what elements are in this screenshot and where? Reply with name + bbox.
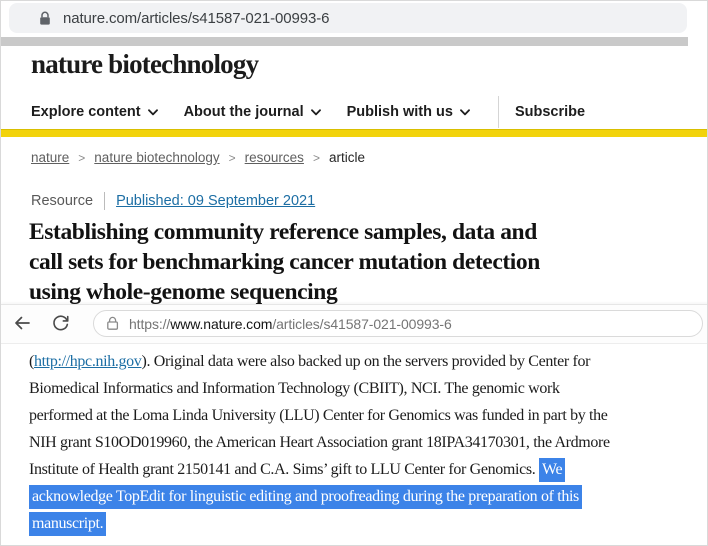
text-line: Biomedical Informatics and Information T… bbox=[29, 375, 689, 402]
url-scheme: https:// bbox=[129, 315, 171, 332]
chevron-down-icon bbox=[310, 108, 321, 116]
main-nav: Explore content About the journal Publish … bbox=[31, 96, 586, 128]
refresh-button[interactable] bbox=[49, 314, 71, 336]
lock-icon bbox=[39, 11, 51, 26]
nav-divider bbox=[497, 96, 499, 128]
meta-divider bbox=[104, 192, 106, 210]
published-date-link[interactable]: Published: 09 September 2021 bbox=[116, 193, 316, 209]
article-type-label: Resource bbox=[31, 193, 94, 209]
address-url[interactable]: nature.com/articles/s41587-021-00993-6 bbox=[63, 9, 330, 27]
breadcrumb-item-article: article bbox=[328, 150, 365, 165]
overlay-address-url[interactable]: https://www.nature.com/articles/s41587-0… bbox=[129, 316, 452, 332]
nav-item-about-the-journal[interactable]: About the journal bbox=[184, 104, 321, 120]
journal-logo[interactable]: nature biotechnology bbox=[31, 49, 259, 79]
article-title: Establishing community reference samples… bbox=[29, 217, 540, 307]
breadcrumb-item-resources[interactable]: resources bbox=[244, 150, 304, 165]
acknowledgements-text: (http://hpc.nih.gov). Original data were… bbox=[1, 344, 707, 537]
breadcrumb-item-nature[interactable]: nature bbox=[31, 150, 70, 165]
text-line: acknowledge TopEdit for linguistic editi… bbox=[29, 483, 689, 510]
text-line: performed at the Loma Linda University (… bbox=[29, 402, 689, 429]
text-segment: ). Original data were also backed up on … bbox=[141, 353, 591, 370]
inline-link[interactable]: http://hpc.nih.gov bbox=[33, 353, 142, 370]
nav-item-explore-content[interactable]: Explore content bbox=[31, 104, 158, 120]
overlay-address-bar[interactable]: https://www.nature.com/articles/s41587-0… bbox=[93, 310, 703, 337]
back-button[interactable] bbox=[11, 314, 33, 336]
nav-item-label: About the journal bbox=[183, 104, 304, 120]
text-line: NIH grant S10OD019960, the American Hear… bbox=[29, 429, 689, 456]
article-title-line: Establishing community reference samples… bbox=[29, 219, 537, 245]
breadcrumb-separator: > bbox=[228, 150, 236, 165]
chevron-down-icon bbox=[147, 108, 158, 116]
nav-item-label: Explore content bbox=[31, 104, 141, 120]
text-segment: NIH grant S10OD019960, the American Hear… bbox=[29, 434, 610, 451]
url-domain: www.nature.com bbox=[170, 315, 273, 332]
back-arrow-icon bbox=[12, 313, 32, 338]
nav-item-publish-with-us[interactable]: Publish with us bbox=[347, 104, 470, 120]
highlighted-text: acknowledge TopEdit for linguistic editi… bbox=[29, 485, 582, 509]
window-edge-strip bbox=[1, 37, 688, 46]
article-meta: Resource Published: 09 September 2021 bbox=[31, 192, 315, 210]
highlighted-text: We bbox=[539, 458, 566, 482]
subscribe-link[interactable]: Subscribe bbox=[514, 104, 586, 120]
breadcrumb: nature > nature biotechnology > resources > ar… bbox=[31, 150, 365, 165]
main-nav-items: Explore content About the journal Publish … bbox=[31, 104, 496, 120]
text-segment: Institute of Health grant 2150141 and C.… bbox=[29, 461, 540, 478]
overlay-browser-window: https://www.nature.com/articles/s41587-0… bbox=[1, 304, 707, 545]
url-path: /articles/s41587-021-00993-6 bbox=[272, 315, 452, 332]
article-title-line: call sets for benchmarking cancer mutati… bbox=[29, 249, 540, 275]
highlighted-text: manuscript. bbox=[29, 512, 107, 536]
breadcrumb-separator: > bbox=[312, 150, 320, 165]
text-segment: performed at the Loma Linda University (… bbox=[29, 407, 608, 424]
text-segment: Biomedical Informatics and Information T… bbox=[29, 380, 560, 397]
refresh-icon bbox=[51, 313, 70, 337]
text-segment: ( bbox=[29, 353, 34, 370]
overlay-toolbar: https://www.nature.com/articles/s41587-0… bbox=[1, 305, 707, 344]
chevron-down-icon bbox=[460, 108, 470, 116]
article-title-line: using whole-genome sequencing bbox=[29, 279, 338, 305]
nav-item-label: Publish with us bbox=[346, 104, 453, 120]
text-line: Institute of Health grant 2150141 and C.… bbox=[29, 456, 689, 483]
lock-icon bbox=[106, 316, 119, 331]
breadcrumb-item-nature-biotechnology[interactable]: nature biotechnology bbox=[94, 150, 220, 165]
address-bar[interactable]: nature.com/articles/s41587-021-00993-6 bbox=[9, 3, 687, 33]
text-line: manuscript. bbox=[29, 510, 689, 537]
text-line: (http://hpc.nih.gov). Original data were… bbox=[29, 348, 689, 375]
brand-accent-bar bbox=[1, 129, 707, 137]
breadcrumb-separator: > bbox=[78, 150, 86, 165]
